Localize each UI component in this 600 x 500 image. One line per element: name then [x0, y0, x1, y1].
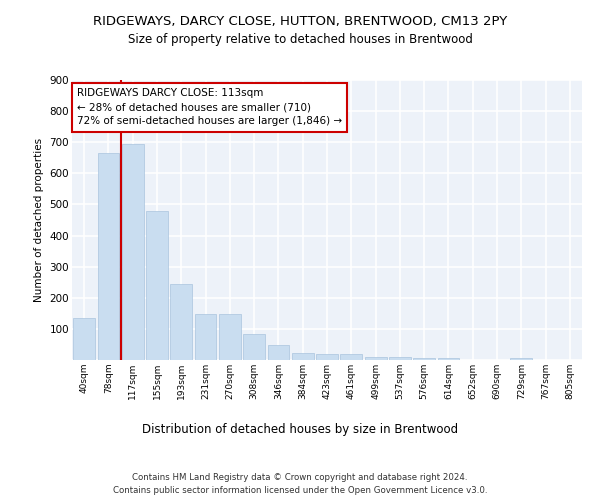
- Y-axis label: Number of detached properties: Number of detached properties: [34, 138, 44, 302]
- Bar: [243, 334, 265, 360]
- Text: Distribution of detached houses by size in Brentwood: Distribution of detached houses by size …: [142, 422, 458, 436]
- Bar: [365, 357, 386, 360]
- Bar: [194, 314, 217, 360]
- Text: Contains HM Land Registry data © Crown copyright and database right 2024.: Contains HM Land Registry data © Crown c…: [132, 472, 468, 482]
- Text: RIDGEWAYS, DARCY CLOSE, HUTTON, BRENTWOOD, CM13 2PY: RIDGEWAYS, DARCY CLOSE, HUTTON, BRENTWOO…: [93, 15, 507, 28]
- Bar: [73, 318, 95, 360]
- Bar: [389, 357, 411, 360]
- Text: Size of property relative to detached houses in Brentwood: Size of property relative to detached ho…: [128, 32, 472, 46]
- Bar: [292, 353, 314, 360]
- Bar: [316, 354, 338, 360]
- Bar: [170, 284, 192, 360]
- Bar: [268, 346, 289, 360]
- Text: Contains public sector information licensed under the Open Government Licence v3: Contains public sector information licen…: [113, 486, 487, 495]
- Bar: [146, 210, 168, 360]
- Bar: [511, 358, 532, 360]
- Bar: [122, 144, 143, 360]
- Bar: [437, 358, 460, 360]
- Bar: [219, 314, 241, 360]
- Bar: [340, 354, 362, 360]
- Bar: [413, 358, 435, 360]
- Bar: [97, 153, 119, 360]
- Text: RIDGEWAYS DARCY CLOSE: 113sqm
← 28% of detached houses are smaller (710)
72% of : RIDGEWAYS DARCY CLOSE: 113sqm ← 28% of d…: [77, 88, 342, 126]
